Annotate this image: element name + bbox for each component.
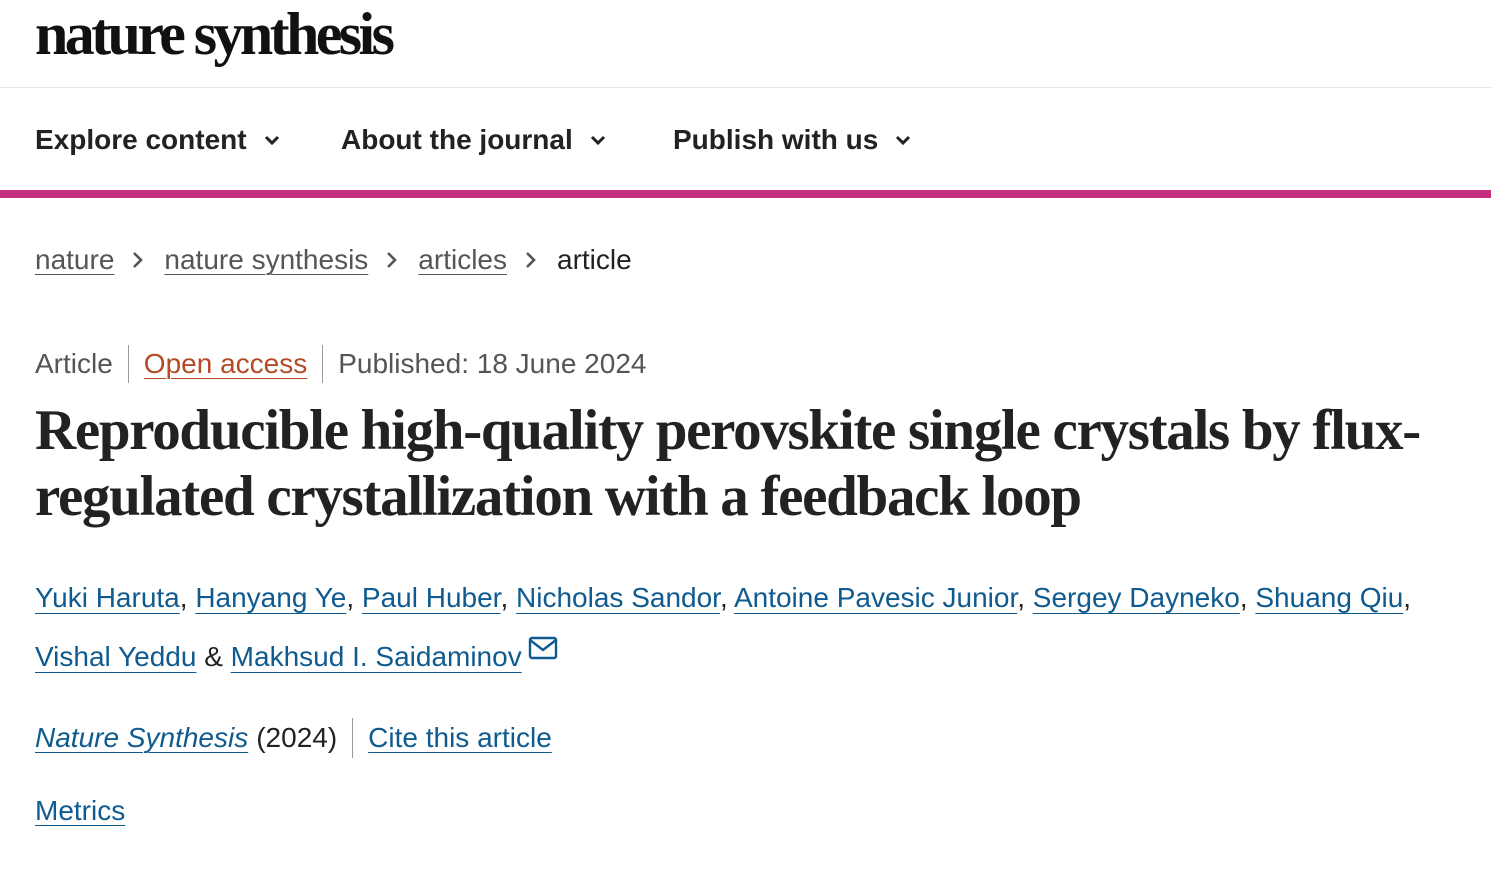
breadcrumb-link-nature-synthesis[interactable]: nature synthesis [164, 244, 369, 275]
nav-publish-with-us[interactable]: Publish with us [673, 118, 914, 162]
site-header: nature synthesis [0, 0, 1491, 88]
journal-logo[interactable]: nature synthesis [35, 1, 395, 67]
author-list: Yuki Haruta, Hanyang Ye, Paul Huber, Nic… [35, 582, 1412, 672]
author-link[interactable]: Yuki Haruta [35, 582, 180, 613]
chevron-down-icon [264, 135, 279, 146]
divider [352, 718, 354, 758]
divider [322, 345, 324, 383]
published-date: Published: 18 June 2024 [338, 348, 647, 379]
chevron-right-icon [387, 252, 398, 268]
journal-year: (2024) [256, 722, 338, 753]
metrics-link[interactable]: Metrics [35, 795, 126, 826]
breadcrumb: nature nature synthesis articles article [35, 240, 632, 280]
open-access-link[interactable]: Open access [143, 348, 308, 379]
author-link[interactable]: Hanyang Ye [195, 582, 347, 613]
article-title: Reproducible high-quality perovskite sin… [35, 399, 1421, 528]
journal-name-link[interactable]: Nature Synthesis [35, 722, 249, 753]
article-meta: Article Open access Published: 18 June 2… [35, 344, 646, 384]
nav-label: Publish with us [673, 124, 879, 155]
author-link[interactable]: Shuang Qiu [1255, 582, 1404, 613]
author-link[interactable]: Nicholas Sandor [516, 582, 720, 613]
breadcrumb-link-articles[interactable]: articles [418, 244, 507, 275]
chevron-down-icon [590, 135, 605, 146]
nav-label: Explore content [35, 124, 247, 155]
author-link[interactable]: Vishal Yeddu [35, 641, 197, 672]
author-link[interactable]: Sergey Dayneko [1032, 582, 1240, 613]
chevron-right-icon [133, 252, 144, 268]
nav-about-the-journal[interactable]: About the journal [341, 118, 609, 162]
author-link[interactable]: Paul Huber [361, 582, 501, 613]
mail-icon[interactable] [528, 636, 558, 660]
nav-explore-content[interactable]: Explore content [35, 118, 283, 162]
cite-article-link[interactable]: Cite this article [368, 722, 552, 753]
divider [127, 345, 129, 383]
main-nav: Explore content About the journal Publis… [0, 88, 1491, 198]
author-link[interactable]: Antoine Pavesic Junior [733, 582, 1018, 613]
breadcrumb-link-nature[interactable]: nature [35, 244, 115, 275]
journal-info: Nature Synthesis (2024) Cite this articl… [35, 717, 552, 759]
breadcrumb-current: article [557, 244, 632, 275]
nav-label: About the journal [341, 124, 573, 155]
author-link[interactable]: Makhsud I. Saidaminov [230, 641, 522, 672]
chevron-right-icon [526, 252, 536, 268]
article-type: Article [35, 348, 113, 379]
chevron-down-icon [896, 135, 911, 146]
